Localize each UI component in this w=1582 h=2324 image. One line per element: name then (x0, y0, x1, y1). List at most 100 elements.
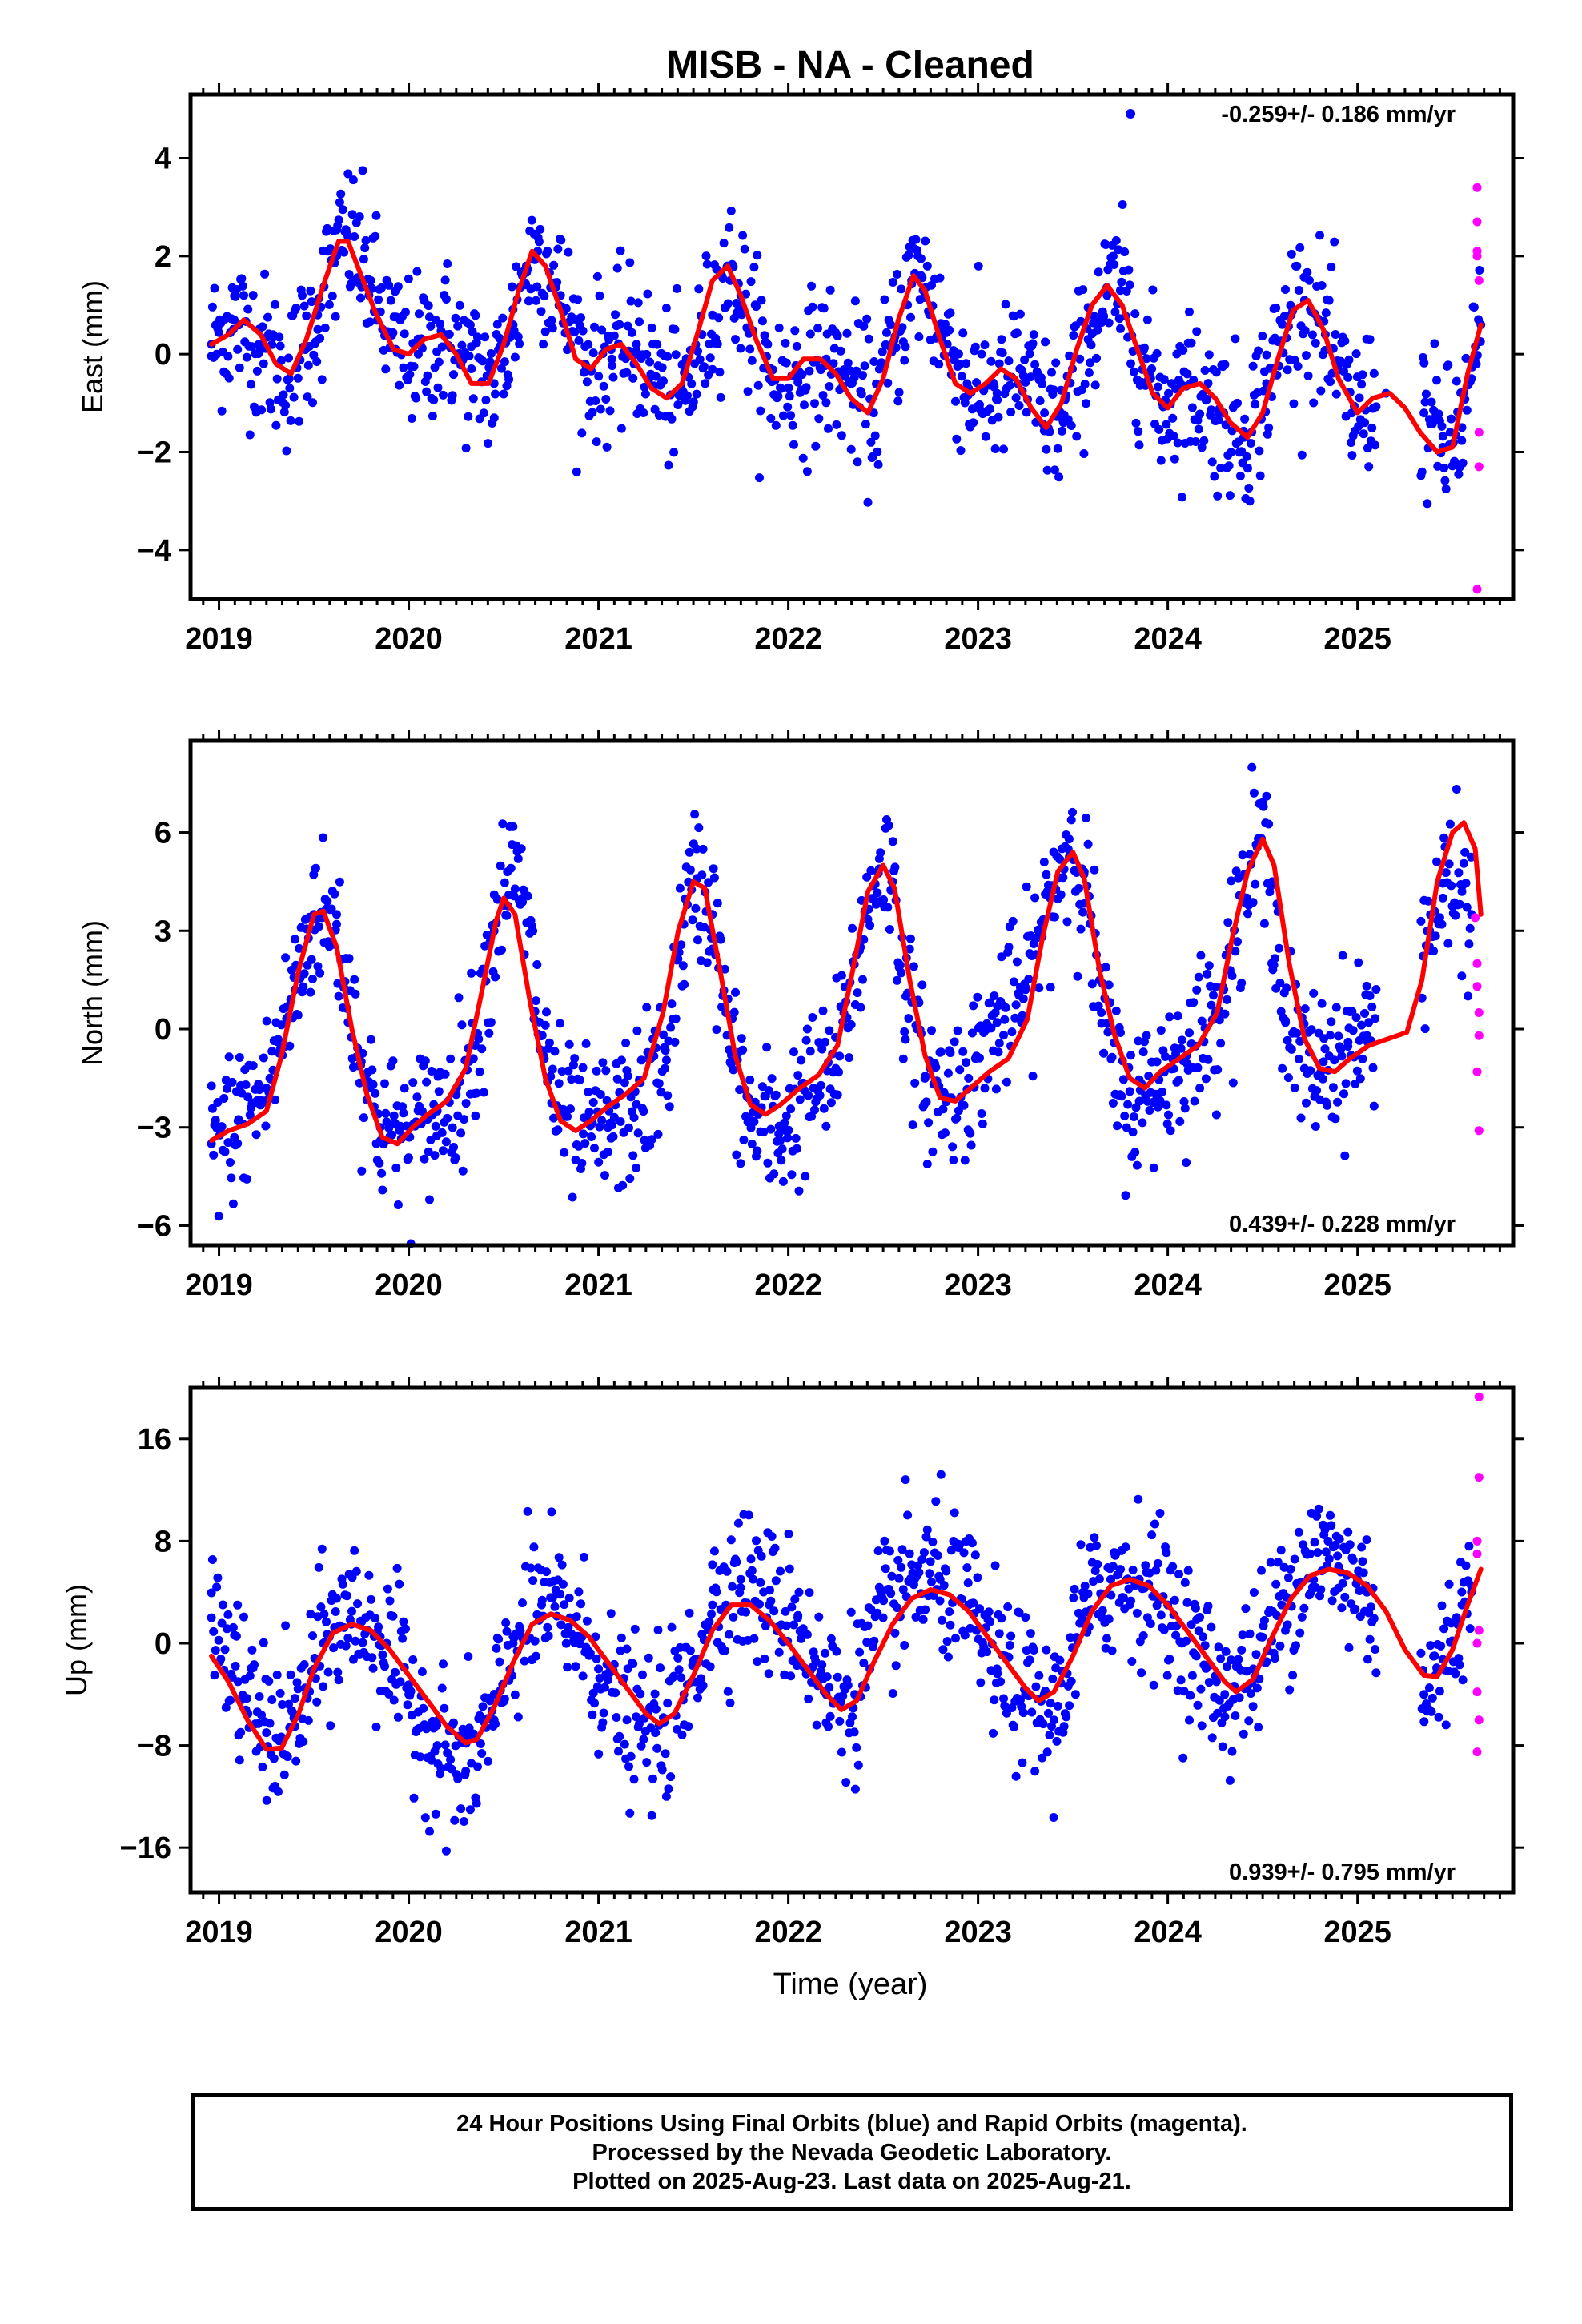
north-rapid-point (1471, 913, 1480, 923)
east-final-point (1355, 393, 1364, 403)
north-final-point (692, 844, 701, 854)
east-final-point (652, 340, 662, 349)
north-final-point (616, 1055, 626, 1065)
north-final-point (568, 1192, 577, 1202)
north-final-point (865, 921, 875, 931)
up-final-point (1283, 1573, 1293, 1582)
east-final-point (793, 374, 802, 384)
north-final-point (781, 1111, 791, 1120)
up-final-point (1235, 1693, 1244, 1703)
north-final-point (1176, 1043, 1186, 1053)
north-final-point (943, 1068, 953, 1078)
up-x-tick-label: 2020 (375, 1916, 443, 1949)
north-final-point (909, 962, 918, 971)
up-final-point (1343, 1527, 1353, 1537)
up-final-point (207, 1555, 217, 1564)
north-final-point (1282, 983, 1291, 993)
up-final-point (917, 1554, 927, 1564)
east-final-point (1255, 446, 1264, 456)
north-final-point (351, 989, 360, 999)
up-final-point (588, 1710, 597, 1719)
east-final-point (1015, 309, 1025, 319)
north-final-point (243, 1092, 253, 1102)
up-final-point (900, 1641, 909, 1650)
east-final-point (716, 392, 725, 402)
up-final-point (1055, 1655, 1065, 1665)
up-final-point (720, 1646, 729, 1655)
up-final-point (677, 1730, 687, 1739)
east-x-tick-label: 2025 (1323, 622, 1391, 656)
up-final-point (833, 1672, 842, 1682)
north-final-point (393, 1200, 403, 1209)
east-y-tick-label: 2 (155, 240, 171, 274)
up-final-point (749, 1634, 759, 1643)
up-final-point (664, 1784, 673, 1794)
up-final-point (1220, 1690, 1230, 1699)
up-final-point (1106, 1590, 1116, 1600)
up-final-point (291, 1756, 301, 1766)
north-final-point (901, 1035, 910, 1044)
east-final-point (897, 323, 907, 332)
north-final-point (1004, 943, 1014, 952)
north-final-point (550, 1047, 560, 1056)
up-final-point (1457, 1600, 1467, 1610)
north-final-point (1132, 1160, 1142, 1170)
north-final-point (1348, 1026, 1358, 1035)
north-final-point (1371, 985, 1381, 994)
north-final-point (663, 1091, 673, 1100)
up-final-point (1441, 1720, 1451, 1730)
up-final-point (843, 1680, 853, 1690)
east-final-point (873, 460, 883, 469)
up-final-point (371, 1722, 381, 1731)
up-final-point (1237, 1645, 1247, 1655)
east-final-point (540, 292, 549, 300)
north-final-point (990, 1008, 1000, 1018)
north-final-point (1323, 1100, 1332, 1110)
up-final-point (1090, 1533, 1099, 1542)
up-final-point (317, 1544, 327, 1554)
east-final-point (1432, 376, 1441, 385)
up-final-point (765, 1600, 774, 1610)
up-final-point (262, 1728, 271, 1738)
up-final-point (388, 1611, 398, 1621)
up-x-tick-label: 2025 (1323, 1916, 1391, 1949)
north-final-point (532, 960, 542, 969)
up-rapid-point (1474, 1473, 1484, 1482)
east-final-point (687, 379, 697, 388)
up-final-point (1313, 1548, 1323, 1558)
north-final-point (1082, 814, 1090, 822)
up-final-point (556, 1620, 566, 1630)
north-final-point (1099, 1048, 1109, 1058)
north-final-point (475, 1067, 484, 1076)
up-final-point (931, 1497, 941, 1506)
up-final-point (752, 1536, 761, 1546)
up-final-point (723, 1687, 733, 1696)
north-final-point (709, 864, 718, 874)
up-final-point (542, 1567, 551, 1577)
north-final-point (1195, 1084, 1205, 1093)
east-final-point (612, 263, 622, 273)
up-final-point (784, 1529, 793, 1538)
up-final-point (922, 1525, 932, 1534)
up-final-point (1255, 1674, 1264, 1683)
north-final-point (1134, 1096, 1144, 1106)
east-final-point (1440, 476, 1450, 485)
east-final-point (1443, 360, 1453, 370)
east-final-point (453, 321, 463, 331)
east-final-point (293, 373, 303, 383)
north-final-point (958, 1047, 968, 1056)
east-final-point (1026, 372, 1035, 382)
east-final-point (282, 446, 291, 456)
east-final-point (701, 251, 711, 261)
east-final-point (547, 316, 556, 325)
east-final-point (553, 244, 563, 254)
up-final-point (576, 1599, 585, 1609)
east-final-point (247, 342, 257, 352)
east-final-point (355, 212, 364, 221)
east-final-point (1028, 339, 1038, 348)
up-final-point (530, 1636, 540, 1646)
north-final-point (1319, 1057, 1328, 1067)
up-final-point (1324, 1554, 1334, 1564)
up-final-point (495, 1657, 504, 1667)
east-final-point (633, 298, 643, 308)
